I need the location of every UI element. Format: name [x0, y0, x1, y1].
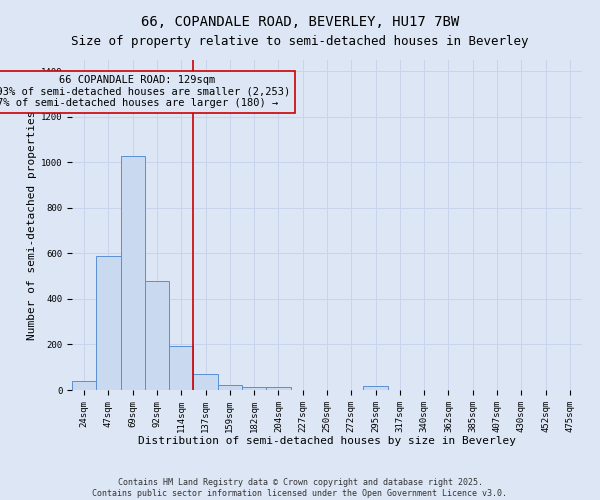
Bar	[218, 385, 242, 390]
Bar	[169, 346, 193, 390]
Bar	[193, 374, 218, 390]
Text: 66, COPANDALE ROAD, BEVERLEY, HU17 7BW: 66, COPANDALE ROAD, BEVERLEY, HU17 7BW	[141, 15, 459, 29]
Bar	[145, 281, 169, 390]
Bar	[242, 386, 266, 390]
Text: Contains HM Land Registry data © Crown copyright and database right 2025.
Contai: Contains HM Land Registry data © Crown c…	[92, 478, 508, 498]
Bar	[266, 386, 290, 390]
Bar	[121, 156, 145, 390]
Bar	[96, 256, 121, 390]
Bar	[364, 386, 388, 390]
Bar	[72, 382, 96, 390]
Text: Size of property relative to semi-detached houses in Beverley: Size of property relative to semi-detach…	[71, 35, 529, 48]
Text: 66 COPANDALE ROAD: 129sqm
← 93% of semi-detached houses are smaller (2,253)
7% o: 66 COPANDALE ROAD: 129sqm ← 93% of semi-…	[0, 76, 290, 108]
X-axis label: Distribution of semi-detached houses by size in Beverley: Distribution of semi-detached houses by …	[138, 436, 516, 446]
Y-axis label: Number of semi-detached properties: Number of semi-detached properties	[26, 110, 37, 340]
